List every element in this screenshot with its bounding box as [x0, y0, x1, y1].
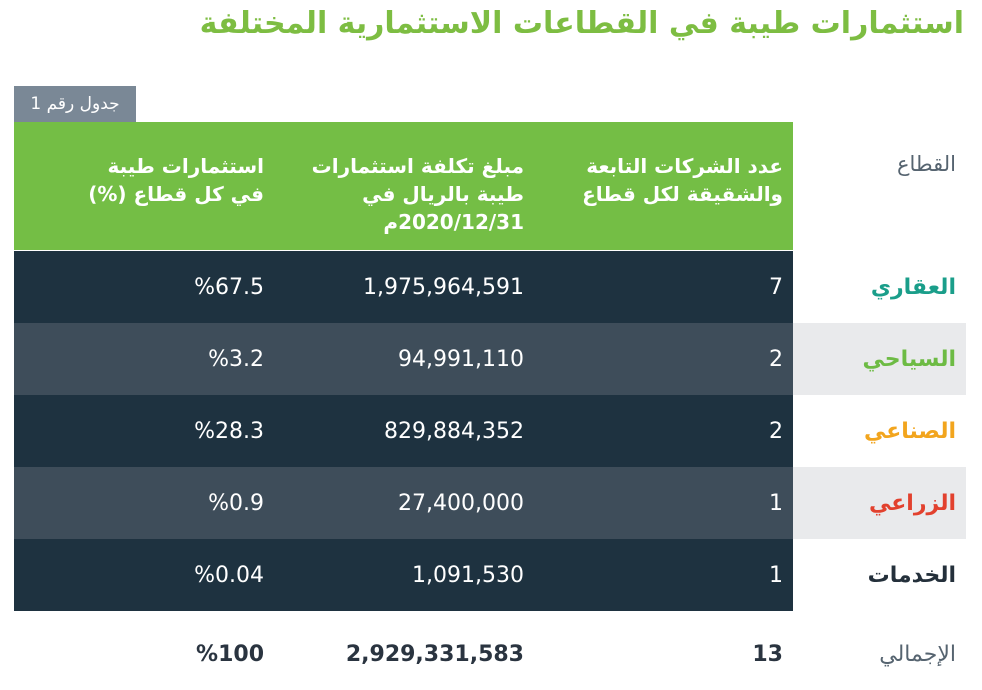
header-share-line2: في كل قطاع (%): [88, 182, 264, 206]
total-cost: 2,929,331,583: [345, 641, 524, 667]
table-row: 7 1,975,964,591 %67.5 العقاري: [14, 251, 966, 323]
companies-cell: 1: [769, 562, 783, 588]
companies-cell: 1: [769, 490, 783, 516]
companies-cell: 2: [769, 346, 783, 372]
row-body: [14, 251, 793, 323]
row-side: [793, 323, 966, 395]
table-row: 2 94,991,110 %3.2 السياحي: [14, 323, 966, 395]
header-cost-line3: 2020/12/31م: [383, 210, 524, 234]
header-cost-line1: مبلغ تكلفة استثمارات: [311, 154, 524, 178]
row-body: [14, 395, 793, 467]
share-cell: %67.5: [194, 274, 264, 300]
cost-cell: 27,400,000: [398, 490, 524, 516]
total-label: الإجمالي: [879, 641, 956, 667]
share-cell: %3.2: [208, 346, 264, 372]
sector-label: العقاري: [870, 274, 956, 300]
sector-label: السياحي: [862, 346, 956, 372]
total-row: 13 2,929,331,583 %100 الإجمالي: [14, 618, 966, 690]
cost-cell: 1,975,964,591: [363, 274, 524, 300]
table-number-tag: جدول رقم 1: [14, 86, 136, 122]
total-companies: 13: [752, 641, 783, 667]
header-sector: القطاع: [896, 152, 956, 176]
page-title: استثمارات طيبة في القطاعات الاستثمارية ا…: [199, 6, 964, 41]
sector-label: الخدمات: [867, 562, 956, 588]
header-share-line1: استثمارات طيبة: [107, 154, 265, 178]
header-companies-line2: والشقيقة لكل قطاع: [582, 182, 783, 206]
row-body: [14, 323, 793, 395]
header-cost: مبلغ تكلفة استثمارات طيبة بالريال في 202…: [312, 152, 524, 236]
header-companies-line1: عدد الشركات التابعة: [586, 154, 783, 178]
header-companies: عدد الشركات التابعة والشقيقة لكل قطاع: [582, 152, 783, 208]
share-cell: %0.9: [208, 490, 264, 516]
cost-cell: 829,884,352: [384, 418, 524, 444]
cost-cell: 1,091,530: [412, 562, 524, 588]
sector-label: الزراعي: [869, 490, 956, 516]
companies-cell: 7: [769, 274, 783, 300]
row-body: [14, 539, 793, 611]
total-share: %100: [196, 641, 264, 667]
sector-label: الصناعي: [863, 418, 956, 444]
companies-cell: 2: [769, 418, 783, 444]
table-row: 2 829,884,352 %28.3 الصناعي: [14, 395, 966, 467]
share-cell: %0.04: [194, 562, 264, 588]
row-side: [793, 467, 966, 539]
row-body: [14, 467, 793, 539]
header-share: استثمارات طيبة في كل قطاع (%): [88, 152, 264, 208]
share-cell: %28.3: [194, 418, 264, 444]
cost-cell: 94,991,110: [398, 346, 524, 372]
table-row: 1 1,091,530 %0.04 الخدمات: [14, 539, 966, 611]
table-header: [14, 122, 793, 250]
header-cost-line2: طيبة بالريال في: [362, 182, 524, 206]
table-row: 1 27,400,000 %0.9 الزراعي: [14, 467, 966, 539]
